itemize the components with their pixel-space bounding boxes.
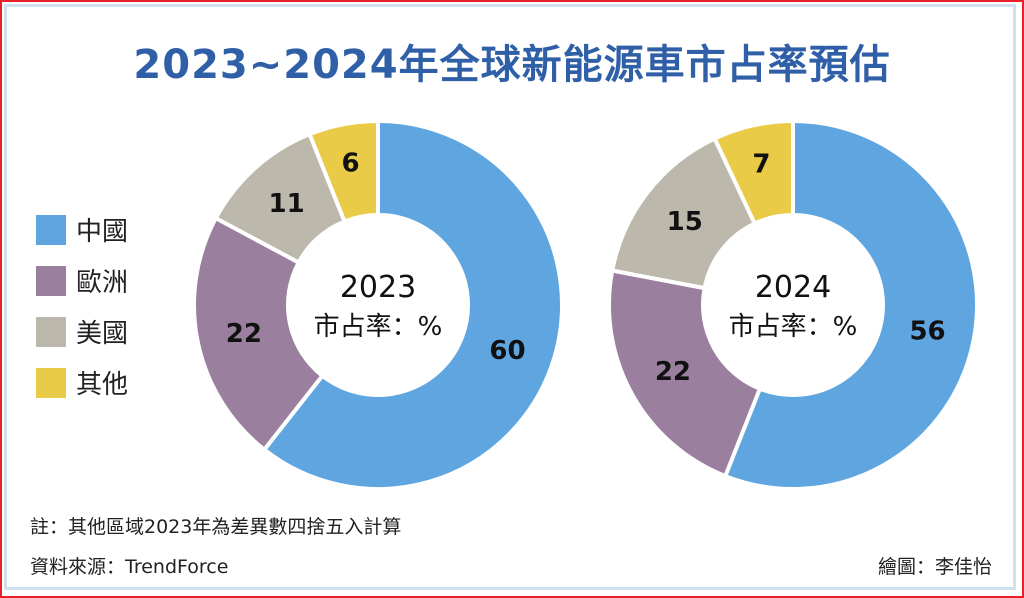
legend-label: 美國 xyxy=(76,319,129,349)
donut-slice-0-0 xyxy=(261,118,564,491)
donut-slice-1-3 xyxy=(711,118,795,227)
data-label: 56 xyxy=(909,317,945,347)
legend-swatch xyxy=(36,367,66,398)
data-label: 6 xyxy=(342,149,360,179)
donut-slice-1-2 xyxy=(609,135,758,291)
chart-title: 2023~2024年全球新能源車市占率預估 xyxy=(133,42,891,88)
source: 資料來源：TrendForce xyxy=(30,556,229,578)
legend-label: 歐洲 xyxy=(76,268,129,298)
data-label: 11 xyxy=(269,189,305,219)
donut-slice-1-0 xyxy=(722,118,979,491)
legend-swatch xyxy=(36,265,66,296)
donut-year-label: 2024 xyxy=(755,270,831,305)
donut-unit-label: 市占率：% xyxy=(729,312,858,342)
legend-swatch xyxy=(36,316,66,347)
inner-border xyxy=(4,4,1016,590)
data-label: 15 xyxy=(667,207,703,237)
donut-slice-1-1 xyxy=(607,268,763,479)
data-label: 60 xyxy=(489,336,525,366)
legend-label: 中國 xyxy=(76,217,129,247)
legend-label: 其他 xyxy=(76,370,129,400)
legend-item-china: 中國 xyxy=(36,204,128,255)
data-label: 22 xyxy=(226,319,262,349)
donut-unit-label: 市占率：% xyxy=(314,312,443,342)
donut-slice-0-3 xyxy=(307,118,380,225)
legend-item-us: 美國 xyxy=(36,306,128,357)
donut-year-label: 2023 xyxy=(340,270,416,305)
donut-slice-0-1 xyxy=(192,215,326,453)
legend-item-europe: 歐洲 xyxy=(36,255,128,306)
data-label: 7 xyxy=(752,149,770,179)
legend-swatch xyxy=(36,214,66,245)
footnote: 註：其他區域2023年為差異數四捨五入計算 xyxy=(30,516,402,538)
data-label: 22 xyxy=(655,357,691,387)
legend: 中國 歐洲 美國 其他 xyxy=(36,204,128,408)
legend-item-other: 其他 xyxy=(36,357,128,408)
credit: 繪圖：李佳怡 xyxy=(877,556,992,578)
